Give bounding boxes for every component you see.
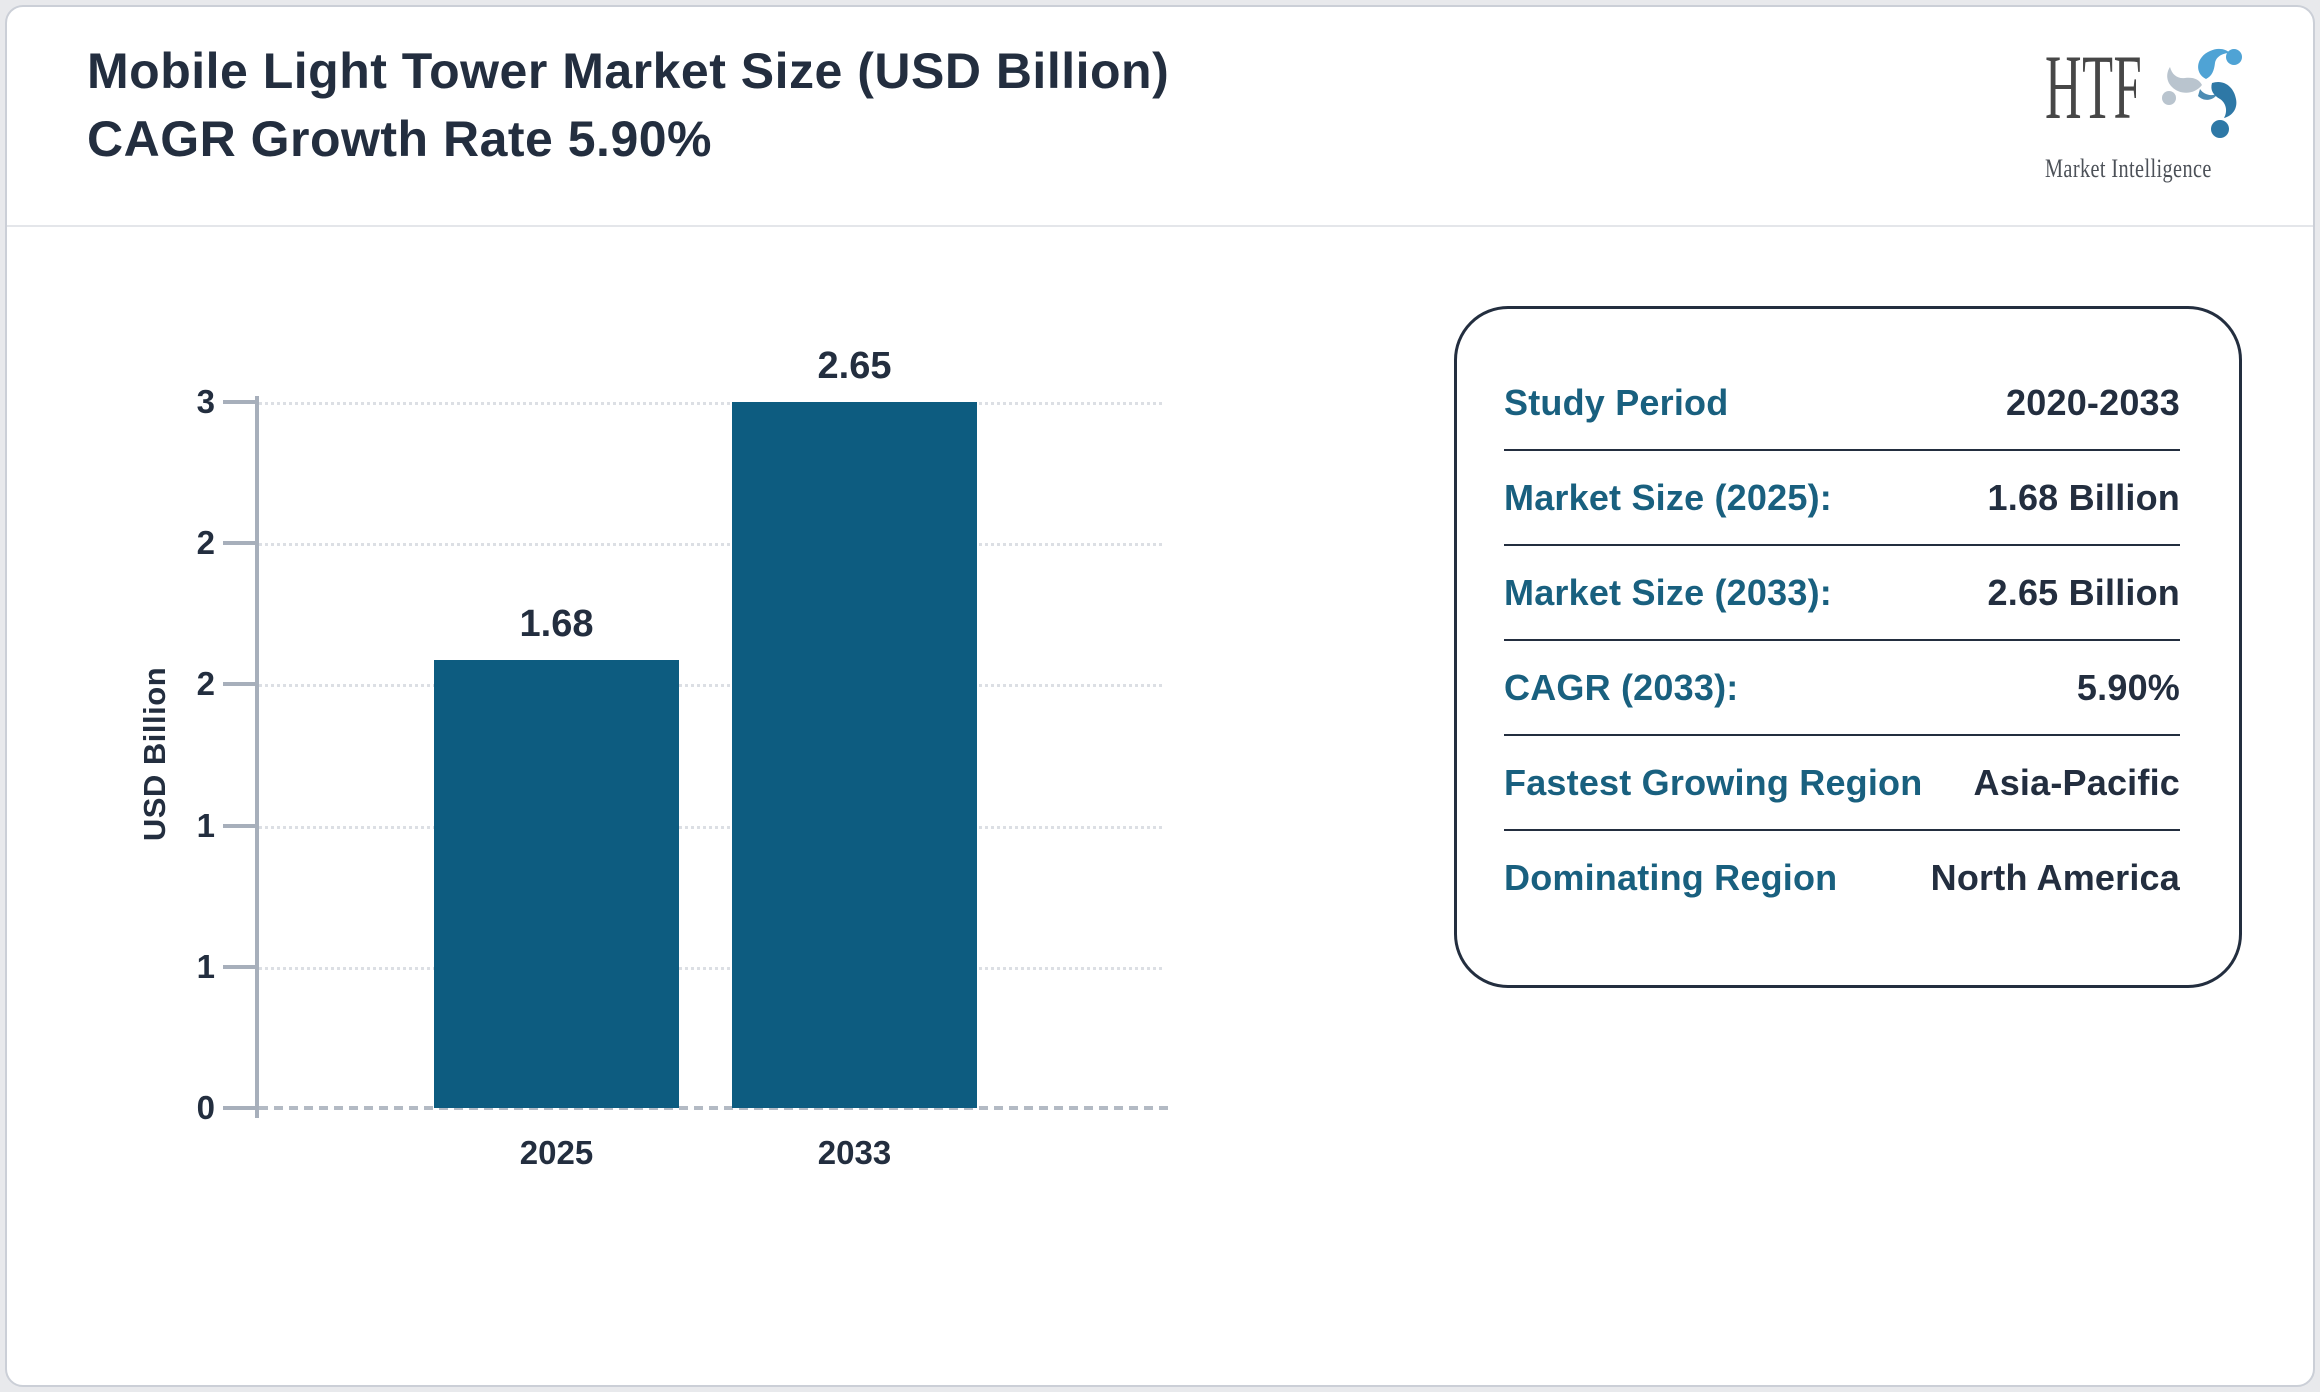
y-tick-mark: [223, 1106, 255, 1110]
info-value: 1.68 Billion: [1987, 476, 2180, 518]
y-tick-label: 1: [196, 806, 215, 844]
gridline: [259, 966, 1162, 970]
y-tick-mark: [223, 541, 255, 546]
y-tick-label: 0: [196, 1089, 215, 1126]
y-tick-mark: [223, 682, 255, 687]
bar-2033: 2.65: [732, 345, 977, 1108]
htf-logo-text: HTF: [2045, 36, 2143, 138]
y-tick-mark: [223, 964, 255, 969]
y-tick-mark: [223, 823, 255, 828]
info-label: CAGR (2033):: [1504, 666, 1739, 708]
y-tick-label: 3: [196, 383, 215, 420]
report-card: Mobile Light Tower Market Size (USD Bill…: [5, 5, 2315, 1387]
gridline: [259, 543, 1162, 547]
info-value: North America: [1930, 856, 2180, 898]
page-title-line1: Mobile Light Tower Market Size (USD Bill…: [87, 43, 1170, 99]
info-label: Fastest Growing Region: [1504, 761, 1923, 803]
bar-2025: 1.68: [434, 603, 679, 1108]
info-row-fastest-growing-region: Fastest Growing Region Asia-Pacific: [1504, 736, 2180, 831]
info-panel: Study Period 2020-2033 Market Size (2025…: [1454, 306, 2242, 988]
y-tick-label: 2: [196, 665, 215, 703]
y-tick-label: 2: [196, 524, 215, 562]
x-axis-baseline: [259, 1106, 1170, 1110]
info-label: Dominating Region: [1504, 856, 1838, 898]
page-title-line2: CAGR Growth Rate 5.90%: [87, 111, 713, 167]
info-value: Asia-Pacific: [1973, 761, 2180, 803]
gridline: [259, 402, 1162, 405]
bar-value-label: 1.68: [519, 603, 594, 646]
x-tick-label: 2025: [519, 1134, 594, 1171]
gridline: [259, 684, 1162, 688]
info-label: Market Size (2025):: [1504, 476, 1832, 518]
page-title: Mobile Light Tower Market Size (USD Bill…: [87, 37, 1169, 173]
info-row-market-size-2033: Market Size (2033): 2.65 Billion: [1504, 546, 2180, 641]
info-label: Study Period: [1504, 381, 1729, 423]
info-row-study-period: Study Period 2020-2033: [1504, 356, 2180, 451]
htf-logo: HTF: [2045, 36, 2242, 184]
gridline: [259, 825, 1162, 829]
bar-chart: 3 2 2 1 1 0 1.68 2.65 2025 2033: [197, 345, 1170, 1171]
y-tick-mark: [223, 400, 255, 404]
x-tick-label: 2033: [817, 1134, 892, 1171]
y-axis-line: [255, 396, 259, 1118]
y-tick-label: 1: [196, 947, 215, 985]
info-row-dominating-region: Dominating Region North America: [1504, 831, 2180, 924]
info-row-cagr: CAGR (2033): 5.90%: [1504, 641, 2180, 736]
y-axis-title: USD Billion: [137, 666, 172, 842]
htf-logo-swirl-icon: [2160, 43, 2256, 152]
info-label: Market Size (2033):: [1504, 571, 1832, 613]
info-row-market-size-2025: Market Size (2025): 1.68 Billion: [1504, 451, 2180, 546]
htf-logo-subtext: Market Intelligence: [2045, 154, 2212, 183]
info-value: 2.65 Billion: [1987, 571, 2180, 613]
header: Mobile Light Tower Market Size (USD Bill…: [7, 7, 2313, 227]
info-value: 2020-2033: [2006, 381, 2180, 423]
info-value: 5.90%: [2076, 666, 2180, 708]
bar-value-label: 2.65: [817, 345, 892, 387]
